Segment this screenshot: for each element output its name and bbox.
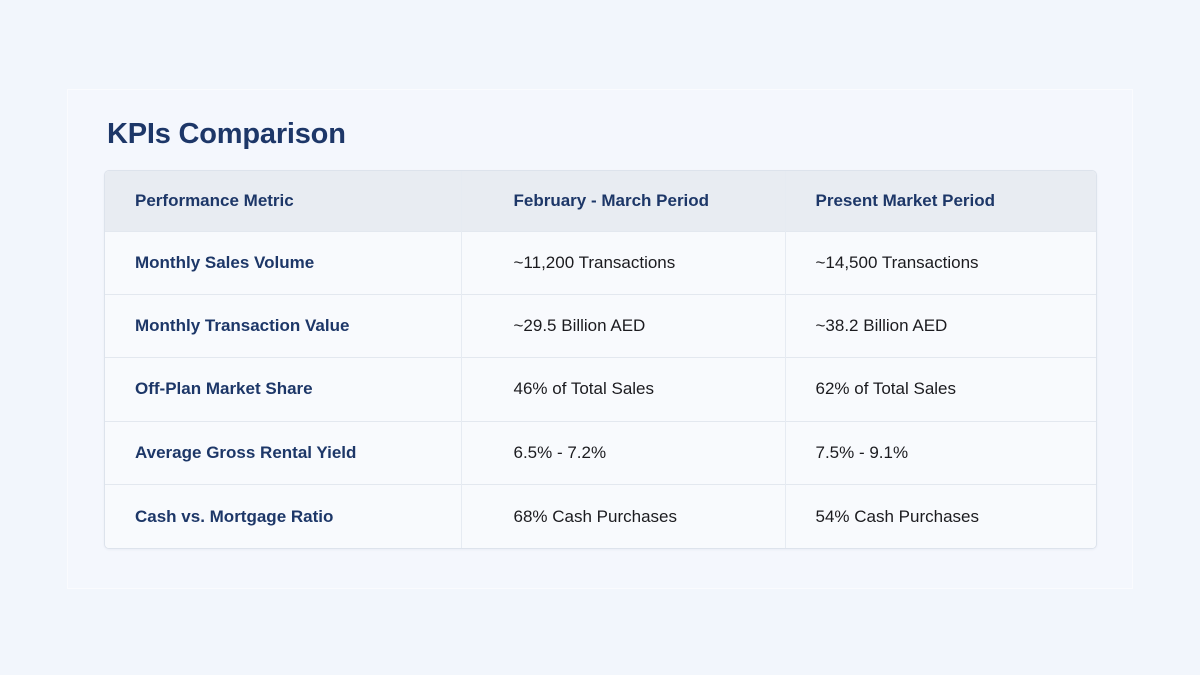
page-title: KPIs Comparison bbox=[107, 118, 346, 150]
kpi-comparison-table: Performance Metric February - March Peri… bbox=[105, 171, 1096, 548]
kpi-table-card: Performance Metric February - March Peri… bbox=[104, 170, 1097, 549]
header-performance-metric: Performance Metric bbox=[135, 190, 294, 210]
metric-label: Cash vs. Mortgage Ratio bbox=[105, 484, 461, 548]
table-row: Cash vs. Mortgage Ratio 68% Cash Purchas… bbox=[105, 484, 1096, 548]
present-market-value: 62% of Total Sales bbox=[784, 357, 1096, 422]
table-row: Average Gross Rental Yield 6.5% - 7.2% 7… bbox=[105, 420, 1096, 485]
metric-label: Off-Plan Market Share bbox=[105, 357, 461, 422]
metric-label: Monthly Transaction Value bbox=[105, 293, 461, 358]
present-market-value: ~38.2 Billion AED bbox=[784, 293, 1096, 358]
february-march-value: ~29.5 Billion AED bbox=[460, 293, 785, 358]
present-market-value: 7.5% - 9.1% bbox=[784, 420, 1096, 485]
header-february-march-period: February - March Period bbox=[460, 171, 785, 231]
table-row: Monthly Transaction Value ~29.5 Billion … bbox=[105, 293, 1096, 358]
february-march-value: ~11,200 Transactions bbox=[460, 230, 785, 295]
metric-label: Monthly Sales Volume bbox=[105, 230, 461, 295]
present-market-value: ~14,500 Transactions bbox=[784, 230, 1096, 295]
february-march-value: 46% of Total Sales bbox=[460, 357, 785, 422]
metric-label: Average Gross Rental Yield bbox=[105, 420, 461, 485]
table-row: Monthly Sales Volume ~11,200 Transaction… bbox=[105, 230, 1096, 295]
header-present-market-period: Present Market Period bbox=[784, 171, 1096, 231]
present-market-value: 54% Cash Purchases bbox=[784, 484, 1096, 548]
table-header-row: Performance Metric February - March Peri… bbox=[105, 171, 1096, 231]
february-march-value: 6.5% - 7.2% bbox=[460, 420, 785, 485]
table-row: Off-Plan Market Share 46% of Total Sales… bbox=[105, 357, 1096, 422]
february-march-value: 68% Cash Purchases bbox=[460, 484, 785, 548]
